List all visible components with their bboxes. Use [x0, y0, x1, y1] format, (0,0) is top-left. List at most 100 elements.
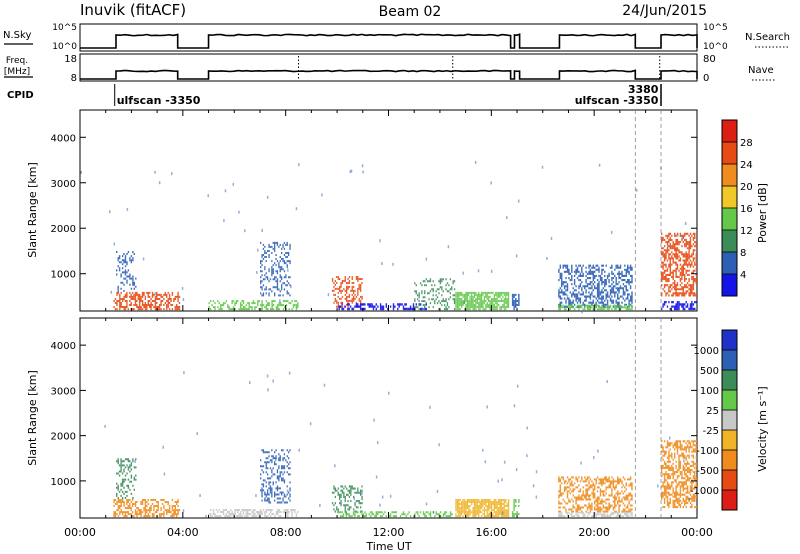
velocity-speck-57: [183, 371, 185, 375]
velocity-speck-23: [389, 494, 392, 498]
power-scatter-region-12: [661, 301, 697, 311]
velocity-speck-55: [286, 489, 289, 493]
velocity-cbar-label-2: 100: [700, 386, 719, 397]
nsky-label: N.Sky: [3, 30, 31, 41]
power-scatter-region-5: [338, 303, 427, 311]
velocity-scatter-region-7: [511, 499, 520, 518]
x-tick-labels: 00:00 04:00 08:00 12:00 16:00 20:00 00:00: [64, 526, 713, 539]
velocity-scatter-region-3: [260, 449, 291, 504]
power-speck-9: [232, 182, 235, 186]
velocity-speck-56: [432, 510, 435, 514]
nsky-line: [80, 33, 698, 49]
freq-tick-top: 18: [64, 54, 77, 65]
power-speck-46: [223, 219, 225, 223]
power-speck-32: [295, 207, 298, 211]
velocity-speck-31: [515, 468, 518, 472]
velocity-speck-50: [375, 475, 378, 479]
power-speck-59: [610, 230, 613, 234]
velocity-scatter-region-5: [337, 511, 453, 518]
velocity-speck-38: [688, 497, 690, 501]
power-speck-17: [684, 222, 687, 226]
power-speck-8: [154, 170, 156, 174]
velocity-speck-36: [267, 388, 269, 392]
cpid-label: CPID: [7, 90, 34, 101]
velocity-speck-42: [162, 445, 164, 449]
power-speck-43: [126, 207, 129, 211]
velocity-speck-21: [501, 478, 503, 482]
power-speck-37: [287, 268, 289, 272]
power-colorbar: 4 8 12 16 20 24 28: [721, 119, 753, 297]
velocity-speck-0: [373, 418, 375, 422]
velocity-ytick-label-3: 4000: [51, 341, 76, 352]
power-speck-29: [327, 293, 330, 297]
power-speck-22: [80, 170, 82, 174]
power-cbar-swatch-1: [722, 252, 737, 275]
power-scatter-region-11: [661, 232, 697, 297]
nsearch-label: N.Search: [745, 32, 790, 43]
velocity-speck-24: [532, 484, 535, 488]
nsky-tick-top: 10^5: [52, 23, 77, 33]
velocity-speck-46: [376, 441, 379, 445]
velocity-speck-3: [266, 374, 269, 378]
power-speck-5: [425, 257, 428, 261]
power-speck-55: [447, 245, 450, 249]
power-scatter-region-2: [208, 300, 299, 311]
velocity-speck-51: [381, 495, 384, 499]
power-scatter-region-7: [455, 291, 510, 311]
power-speck-39: [379, 239, 381, 243]
velocity-speck-6: [669, 436, 671, 440]
power-scatter-region-8: [511, 293, 520, 311]
x-axis-label: Time UT: [365, 540, 411, 553]
x-tick-label-2: 08:00: [270, 526, 302, 539]
velocity-scatter-region-10: [661, 440, 697, 509]
velocity-speck-44: [593, 456, 595, 460]
velocity-speck-4: [597, 449, 599, 453]
power-speck-38: [515, 254, 518, 258]
power-speck-40: [392, 262, 394, 266]
velocity-cbar-label-1: 500: [700, 366, 719, 377]
velocity-cbar-label-3: 25: [706, 406, 719, 417]
velocity-speck-13: [134, 459, 136, 463]
power-speck-3: [181, 286, 184, 290]
velocity-cbar-swatch-5: [722, 430, 737, 451]
nave-tick-bottom: 0: [703, 73, 709, 84]
power-cbar-label-0: 4: [740, 270, 746, 281]
velocity-cbar-swatch-6: [722, 450, 737, 471]
power-cbar-swatch-7: [722, 120, 737, 143]
velocity-speck-48: [486, 405, 488, 409]
power-cbar-label-5: 24: [740, 160, 753, 171]
velocity-ytick-label-2: 3000: [51, 386, 76, 397]
velocity-cbar-label-5: -100: [696, 446, 719, 457]
power-cbar-label-6: 28: [740, 138, 753, 149]
velocity-scatter-region-4: [331, 485, 363, 513]
velocity-speck-41: [163, 472, 166, 476]
power-cbar-label-3: 16: [740, 204, 753, 215]
velocity-speck-2: [501, 511, 504, 515]
velocity-speck-28: [275, 458, 277, 462]
velocity-speck-32: [425, 502, 428, 506]
velocity-speck-53: [255, 494, 257, 498]
velocity-speck-18: [683, 459, 685, 463]
power-speck-16: [244, 229, 246, 233]
nsearch-tick-bottom: 10^0: [703, 42, 728, 52]
nsky-panel-frame: [79, 23, 698, 52]
power-speck-4: [517, 199, 520, 203]
velocity-speck-35: [288, 371, 291, 375]
freq-tick-bottom: 8: [71, 73, 77, 84]
power-data-layer: [80, 110, 697, 314]
power-ytick-label-2: 3000: [51, 179, 76, 190]
power-speck-35: [463, 301, 465, 305]
freq-panel-frame: [79, 53, 698, 82]
velocity-ylabel: Slant Range [km]: [26, 370, 39, 466]
velocity-cbar-swatch-7: [722, 470, 737, 491]
velocity-scatter-region-8: [558, 476, 633, 513]
velocity-panel-frame: [79, 317, 698, 519]
velocity-colorbar-label: Velocity [m s⁻¹]: [756, 386, 769, 471]
x-tick-label-3: 12:00: [373, 526, 405, 539]
nsky-tick-bottom: 10^0: [52, 42, 77, 52]
power-speck-23: [490, 181, 492, 185]
velocity-cbar-label-4: -25: [703, 426, 719, 437]
power-speck-28: [546, 256, 548, 260]
power-scatter-region-1: [116, 251, 137, 292]
power-speck-26: [541, 165, 544, 169]
